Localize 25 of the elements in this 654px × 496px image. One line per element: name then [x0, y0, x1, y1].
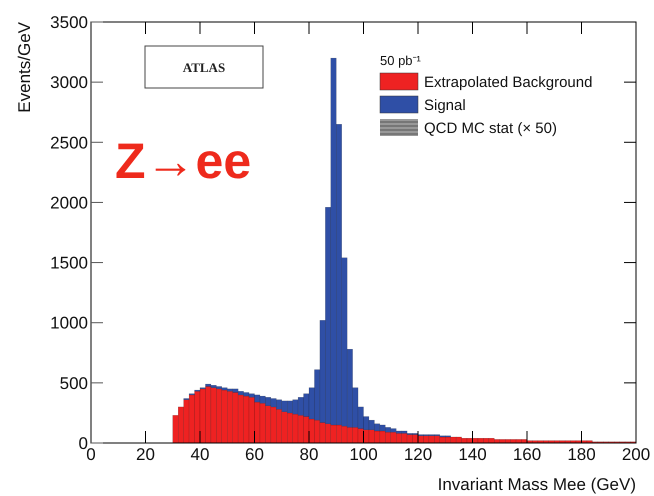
x-tick-label: 20: [136, 445, 155, 464]
x-tick-label: 180: [567, 445, 596, 464]
legend-label: Signal: [424, 97, 466, 114]
y-tick-label: 2500: [50, 133, 88, 152]
x-axis-title: Invariant Mass Mee (GeV): [438, 475, 636, 494]
y-tick-label: 3500: [50, 13, 88, 32]
y-tick-label: 1000: [50, 314, 88, 333]
x-tick-label: 40: [190, 445, 210, 464]
annotation: QCD MC stat (× 50): [424, 120, 557, 137]
annotation: Z→ee: [115, 133, 252, 189]
y-tick-label: 1500: [50, 254, 88, 273]
y-tick-label: 500: [60, 374, 88, 393]
annotation: ATLAS: [182, 60, 226, 75]
x-tick-label: 120: [404, 445, 432, 464]
x-tick-label: 80: [300, 445, 318, 464]
y-tick-label: 3000: [50, 73, 88, 92]
x-tick-label: 160: [512, 445, 542, 464]
y-tick-label: 2000: [50, 193, 88, 212]
x-tick-label: 100: [349, 445, 378, 464]
y-axis-title: Events/GeV: [15, 21, 34, 113]
legend-title: 50 pb⁻¹: [380, 53, 422, 68]
x-tick-label: 60: [245, 445, 264, 464]
legend-label: Extrapolated Background: [424, 74, 592, 91]
x-tick-label: 200: [622, 445, 650, 464]
x-tick-label: 140: [458, 445, 487, 464]
